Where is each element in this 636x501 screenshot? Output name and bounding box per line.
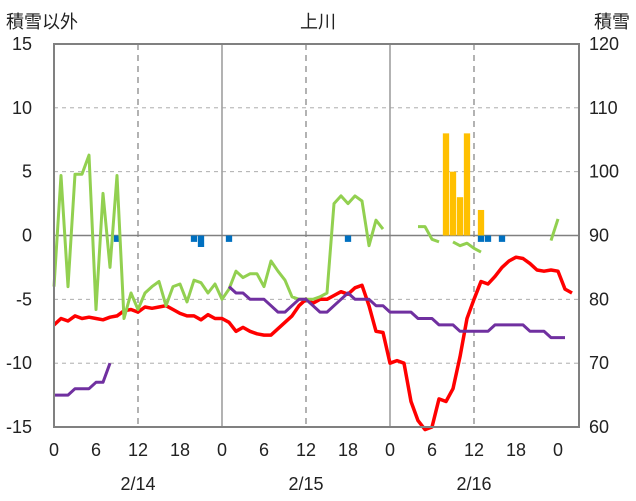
right-tick-label: 90	[589, 226, 609, 246]
right-tick-label: 100	[589, 162, 619, 182]
x-date-label: 2/14	[120, 474, 155, 494]
left-tick-label: -5	[16, 289, 32, 309]
snowfall-bar-0	[442, 133, 450, 236]
x-hour-label: 0	[385, 440, 395, 460]
x-hour-label: 0	[553, 440, 563, 460]
x-hour-label: 12	[464, 440, 484, 460]
snowfall-bar-1	[449, 171, 457, 236]
x-hour-label: 12	[296, 440, 316, 460]
snowfall-bar-2	[456, 197, 464, 236]
right-tick-label: 60	[589, 417, 609, 437]
x-hour-label: 0	[49, 440, 59, 460]
green-line-3	[549, 218, 560, 242]
left-tick-label: 15	[12, 34, 32, 54]
grid	[54, 44, 579, 427]
left-axis-label: 積雪以外	[6, 12, 78, 32]
left-tick-label: -10	[6, 353, 32, 373]
left-tick-label: 5	[22, 162, 32, 182]
snow_depth-line-1	[227, 285, 565, 340]
precip-bar-1	[190, 235, 198, 242]
right-tick-label: 70	[589, 353, 609, 373]
temperature-line-0	[52, 255, 573, 432]
x-date-label: 2/15	[288, 474, 323, 494]
x-hour-label: 12	[128, 440, 148, 460]
x-hour-label: 18	[170, 440, 190, 460]
x-hour-label: 6	[91, 440, 101, 460]
precip-bar-4	[344, 235, 352, 242]
precip-bar-5	[477, 235, 485, 242]
x-hour-label: 18	[338, 440, 358, 460]
x-hour-label: 6	[259, 440, 269, 460]
precip-bar-3	[225, 235, 233, 242]
x-hour-label: 6	[427, 440, 437, 460]
precip-bar-6	[484, 235, 492, 242]
chart-title: 上川	[300, 12, 336, 32]
left-tick-label: 0	[22, 226, 32, 246]
green-line-0	[52, 153, 385, 320]
precip-bar-7	[498, 235, 506, 242]
green-line-2	[452, 240, 482, 254]
right-tick-label: 110	[589, 98, 618, 118]
precip-bar-0	[113, 235, 121, 242]
plot-frame	[53, 43, 580, 428]
right-axis-label: 積雪	[594, 12, 630, 32]
x-date-label: 2/16	[456, 474, 491, 494]
left-tick-label: 10	[12, 98, 32, 118]
snowfall-bar-4	[477, 209, 485, 236]
left-tick-label: -15	[6, 417, 32, 437]
x-hour-label: 0	[217, 440, 227, 460]
snowfall-bar-3	[463, 133, 471, 236]
bars	[113, 133, 506, 247]
series-lines	[52, 153, 573, 432]
snow_depth-line-0	[54, 362, 112, 397]
green-line-1	[418, 225, 440, 244]
x-hour-label: 18	[506, 440, 526, 460]
right-tick-label: 120	[589, 34, 619, 54]
precip-bar-2	[197, 235, 205, 247]
right-tick-label: 80	[589, 289, 609, 309]
